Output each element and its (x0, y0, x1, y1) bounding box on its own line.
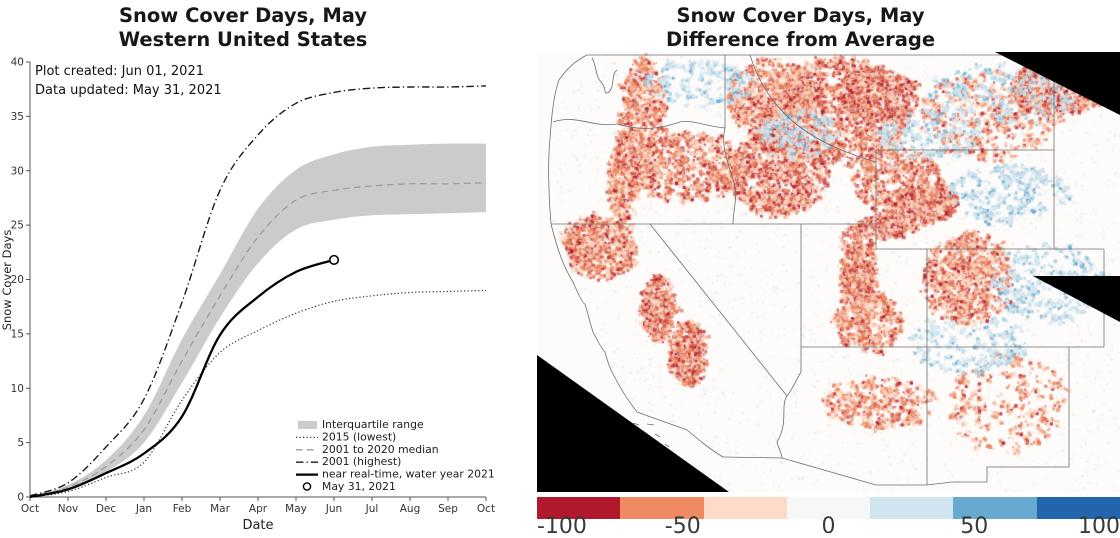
legend-item-label: near real-time, water year 2021 (322, 468, 495, 481)
y-tick-label: 5 (17, 437, 24, 449)
difference-map (537, 52, 1120, 492)
x-axis-title: Date (242, 518, 273, 533)
nodata-triangle-top-right (995, 52, 1120, 115)
colorbar-segment (786, 497, 871, 519)
pacific-coastline (548, 54, 724, 458)
x-tick-label: Jul (365, 503, 379, 515)
y-tick-label: 40 (11, 57, 24, 69)
snow-cover-line-chart: 0 5 10 15 20 25 30 35 40 Oct Nov Dec Jan Feb Mar Apr May… (0, 57, 495, 534)
colorbar-segment (953, 497, 1037, 519)
map-borders-overlay (537, 52, 1120, 492)
y-tick-label: 35 (11, 111, 24, 123)
x-tick-label: May (285, 503, 307, 515)
x-tick-label: Sep (438, 503, 458, 515)
data-updated-text: Data updated: May 31, 2021 (35, 83, 222, 98)
ca-az-river (776, 395, 788, 459)
y-tick-label: 0 (17, 492, 24, 504)
right-map-title-line1: Snow Cover Days, May (676, 4, 925, 27)
nm-south-border (952, 466, 1069, 483)
iqr-band (30, 143, 486, 497)
left-chart-title-line1: Snow Cover Days, May (118, 4, 368, 27)
legend-item-label: Interquartile range (322, 418, 424, 431)
y-tick-label: 25 (11, 220, 24, 232)
id-mt-border (749, 54, 877, 163)
x-tick-label: Aug (400, 503, 421, 515)
channel-islands (632, 422, 670, 448)
x-tick-label: Oct (477, 503, 495, 515)
left-chart-title-line2: Western United States (118, 28, 368, 51)
az-mexico-border (781, 457, 953, 486)
x-tick-label: Jun (325, 503, 342, 515)
series-2015-lowest- (29, 289, 487, 498)
legend-item-label: 2015 (lowest) (322, 430, 396, 443)
legend-item-label: 2001 (highest) (322, 455, 401, 468)
plot-created-text: Plot created: Jun 01, 2021 (35, 64, 204, 79)
colorbar-segment (1036, 497, 1120, 519)
x-tick-label: Jan (135, 503, 152, 515)
latest-observation-marker (328, 254, 340, 266)
y-tick-label: 10 (11, 383, 24, 395)
x-tick-label: Oct (21, 503, 39, 515)
colorbar-label: 50 (960, 514, 989, 538)
colorbar-segment (620, 497, 704, 519)
colorbar-segment (537, 497, 621, 519)
series-2001-highest- (29, 85, 487, 497)
colorbar (537, 497, 1120, 519)
series-2001-to-2020-median (29, 182, 487, 498)
colorbar-segment (703, 497, 787, 519)
nv-az-river (786, 347, 802, 397)
nv-ca-border (649, 223, 788, 397)
colorbar-label: 100 (1078, 514, 1120, 538)
legend-swatch-marker (302, 482, 312, 491)
colorbar-label: 0 (821, 514, 836, 538)
legend-item-label: May 31, 2021 (322, 480, 396, 493)
nodata-triangle-ocean (537, 355, 729, 492)
colorbar-label: -50 (664, 514, 701, 538)
right-map-title-line2: Difference from Average (665, 28, 936, 51)
plot-annotation: Plot created: Jun 01, 2021 Data updated:… (35, 62, 222, 100)
colorbar-labels: -100 -50 0 50 100 (537, 514, 1120, 538)
x-tick-label: Feb (173, 503, 192, 515)
nodata-triangle-right (1033, 276, 1120, 322)
y-axis-title: Snow Cover Days (0, 230, 14, 331)
map-raster (537, 52, 1120, 492)
legend-swatch-band (298, 421, 317, 429)
y-tick-label: 30 (11, 165, 24, 177)
x-tick-label: Apr (249, 503, 268, 515)
ca-mexico-border (722, 456, 783, 459)
or-id-border (723, 127, 736, 225)
y-tick-label: 20 (11, 274, 24, 286)
series-near-real-time-water-year-2021 (29, 258, 335, 499)
wa-or-border (552, 119, 726, 129)
x-tick-label: Dec (96, 503, 117, 515)
y-tick-label: 15 (11, 328, 24, 340)
colorbar-label: -100 (537, 514, 587, 538)
legend-item-label: 2001 to 2020 median (322, 443, 439, 456)
x-tick-label: Mar (210, 503, 230, 515)
puget-sound (591, 57, 618, 94)
x-tick-label: Nov (58, 503, 79, 515)
left-chart-title: Snow Cover Days, May Western United Stat… (0, 4, 486, 52)
colorbar-segment (870, 497, 954, 519)
right-map-title: Snow Cover Days, May Difference from Ave… (518, 4, 1083, 52)
